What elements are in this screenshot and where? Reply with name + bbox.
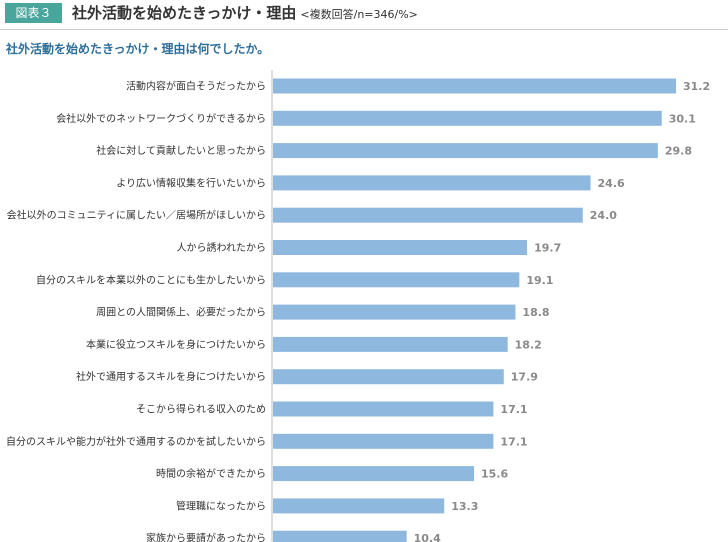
value-label: 18.2 (515, 338, 542, 351)
figure-note: <複数回答/n=346/%> (300, 8, 418, 21)
bar (273, 336, 508, 352)
category-label: 活動内容が面白そうだったから (126, 80, 266, 93)
category-label: 周囲との人間関係上、必要だったから (96, 306, 266, 319)
value-label: 29.8 (665, 145, 692, 158)
value-label: 17.9 (511, 371, 538, 384)
value-label: 19.7 (534, 242, 561, 255)
category-label: 時間の余裕ができたから (156, 467, 266, 480)
category-label: そこから得られる収入のため (136, 404, 266, 416)
category-label: 人から誘われたから (177, 241, 267, 254)
bar (273, 466, 474, 482)
value-label: 30.1 (669, 112, 696, 125)
chart-subtitle: 社外活動を始めたきっかけ・理由は何でしたか。 (6, 42, 270, 56)
figure-label-badge: 図表３ (5, 3, 62, 23)
bar (273, 369, 504, 385)
bar (273, 433, 494, 449)
bar (273, 498, 445, 514)
value-label: 18.8 (522, 306, 549, 319)
bar (273, 175, 591, 191)
category-label: 管理職になったから (176, 499, 266, 512)
category-label: 自分のスキルを本業以外のことにも生かしたいから (36, 273, 266, 286)
bar (273, 78, 676, 94)
bar (273, 110, 662, 126)
value-label: 19.1 (526, 274, 553, 287)
bar (273, 272, 520, 288)
value-label: 17.1 (500, 403, 527, 416)
value-label: 24.6 (598, 177, 625, 190)
bar (273, 401, 494, 417)
bar (273, 530, 407, 542)
value-label: 24.0 (590, 209, 617, 222)
value-label: 31.2 (683, 80, 710, 93)
category-label: 会社以外でのネットワークづくりができるから (56, 112, 266, 125)
category-label: 社会に対して貢献したいと思ったから (96, 144, 266, 157)
chart-body: 活動内容が面白そうだったから 31.2 会社以外でのネットワークづくりができるから 3… (6, 70, 710, 542)
value-label: 10.4 (414, 532, 441, 542)
category-label: 本業に役立つスキルを身につけたいから (86, 338, 266, 351)
value-label: 13.3 (451, 500, 478, 513)
category-label: 会社以外のコミュニティに属したい／居場所がほしいから (7, 209, 266, 222)
bar (273, 240, 528, 255)
figure-header: 図表３ 社外活動を始めたきっかけ・理由 <複数回答/n=346/%> (0, 0, 728, 30)
category-label: 家族から要請があったから (146, 532, 266, 542)
header-divider (0, 29, 728, 30)
figure-title: 社外活動を始めたきっかけ・理由 <複数回答/n=346/%> (72, 2, 418, 23)
category-label: 社外で通用するスキルを身につけたいから (76, 370, 266, 383)
bar (273, 207, 583, 223)
bar (273, 143, 658, 159)
category-label: 自分のスキルや能力が社外で通用するのかを試したいから (6, 435, 266, 448)
bar (273, 304, 516, 320)
category-label: より広い情報収集を行いたいから (116, 176, 266, 189)
figure-title-text: 社外活動を始めたきっかけ・理由 (72, 4, 297, 22)
value-label: 15.6 (481, 468, 508, 481)
value-label: 17.1 (500, 435, 527, 448)
